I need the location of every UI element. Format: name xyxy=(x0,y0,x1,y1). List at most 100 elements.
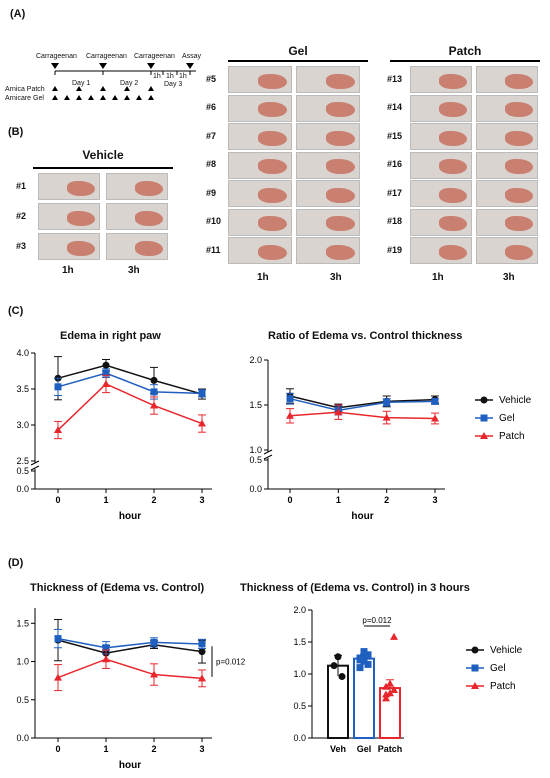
marker-gel xyxy=(198,389,206,397)
p-value-label: p=0.012 xyxy=(362,616,392,625)
paw-image xyxy=(438,187,467,203)
marker-gel xyxy=(360,657,368,665)
axis-break xyxy=(263,454,273,460)
gel-photo-7-1h xyxy=(228,123,292,150)
marker-patch xyxy=(480,432,488,439)
vehicle-id-2: #2 xyxy=(16,210,27,221)
marker-gel xyxy=(383,398,391,406)
paw-image xyxy=(257,73,287,89)
paw-image xyxy=(438,130,467,146)
y-tick-label: 0.0 xyxy=(16,484,29,494)
patch-photo-17-3h xyxy=(476,180,538,207)
gel-photo-6-3h xyxy=(296,94,360,122)
marker-patch xyxy=(198,419,206,427)
series-line-gel xyxy=(57,372,203,395)
patch-photo-16-3h xyxy=(476,151,538,179)
patch-id-13: #13 xyxy=(387,73,403,84)
paw-image xyxy=(504,187,533,203)
marker-patch xyxy=(102,655,110,663)
gel-id-10: #10 xyxy=(206,216,222,226)
patch-photo-19-3h xyxy=(476,237,538,264)
timeline-day-2: Day 2 xyxy=(120,80,139,87)
chart-d2-title: Thickness of (Edema vs. Control) in 3 ho… xyxy=(240,582,470,594)
marker-vehicle xyxy=(102,361,110,369)
timeline-event-4: Assay xyxy=(182,53,202,60)
legend-label-vehicle: Vehicle xyxy=(490,645,523,656)
paw-image xyxy=(325,216,355,232)
gel-photo-5-3h xyxy=(296,66,360,93)
y-tick-label: 2.5 xyxy=(16,456,29,466)
marker-patch xyxy=(198,674,206,682)
paw-image xyxy=(134,180,163,196)
patch-id-15: #15 xyxy=(387,130,403,141)
gel-title-rule xyxy=(228,60,368,62)
marker-patch xyxy=(382,682,390,690)
chart-thickness-3h: 0.0 0.5 1.0 1.5 2.0 Veh Gel Patch p=0.012 Vehicle… xyxy=(293,605,523,754)
paw-image xyxy=(504,102,533,118)
gel-photo-8-3h xyxy=(296,151,360,179)
paw-image xyxy=(325,130,355,146)
chart-d1-title: Thickness of (Edema vs. Control) xyxy=(30,582,205,594)
x-tick-label: 2 xyxy=(384,495,389,505)
vehicle-id-3: #3 xyxy=(16,240,27,251)
series-line-vehicle xyxy=(289,395,436,409)
x-tick-label: 2 xyxy=(151,495,156,505)
patch-title: Patch xyxy=(448,44,482,58)
y-tick-label: 1.0 xyxy=(16,657,29,667)
paw-image xyxy=(257,159,287,175)
gel-photo-10-1h xyxy=(228,208,292,236)
y-tick-label: 1.5 xyxy=(249,400,262,410)
chart-edema-right-paw: 0.0 0.52.5 3.0 3.5 4.0 0 1 2 3 hour xyxy=(16,348,212,522)
x-tick-label: 0 xyxy=(287,495,292,505)
x-tick-label-patch: Patch xyxy=(378,744,403,754)
gel-id-5: #5 xyxy=(206,73,217,84)
series-line-patch xyxy=(57,383,203,431)
series-line-vehicle xyxy=(57,639,203,654)
y-tick-label: 0.0 xyxy=(249,484,262,494)
gel-col-3h: 3h xyxy=(330,272,342,283)
patch-id-17: #17 xyxy=(387,187,403,198)
paw-image xyxy=(438,244,467,260)
vehicle-photo-2-3h xyxy=(106,203,168,230)
y-tick-label: 0.5 xyxy=(293,701,306,711)
marker-gel xyxy=(150,638,158,646)
paw-image xyxy=(438,216,467,232)
paw-image xyxy=(257,244,287,260)
x-tick-label: 2 xyxy=(151,744,156,754)
vehicle-photo-1-1h xyxy=(38,173,100,200)
paw-image xyxy=(66,240,95,256)
x-tick-label: 0 xyxy=(55,495,60,505)
paw-image xyxy=(325,244,355,260)
y-tick-label: 2.0 xyxy=(293,605,306,615)
timeline-event-1: Carrageenan xyxy=(36,53,77,60)
series-line-gel xyxy=(57,637,203,649)
y-tick-label: 1.0 xyxy=(293,669,306,679)
marker-patch xyxy=(390,632,398,640)
marker-gel xyxy=(356,664,364,672)
x-tick-label: 3 xyxy=(432,495,437,505)
y-tick-label: 4.0 xyxy=(16,348,29,358)
marker-gel xyxy=(360,648,368,656)
timeline-event-2: Carrageenan xyxy=(86,53,127,60)
marker-gel xyxy=(286,395,294,403)
legend-label-gel: Gel xyxy=(490,663,506,674)
paw-image xyxy=(134,210,163,226)
y-tick-label: 3.5 xyxy=(16,384,29,394)
vehicle-id-1: #1 xyxy=(16,180,27,191)
x-tick-label: 3 xyxy=(199,495,204,505)
marker-vehicle xyxy=(330,662,338,670)
x-tick-label: 1 xyxy=(103,744,108,754)
marker-patch xyxy=(431,414,439,422)
patch-photo-14-1h xyxy=(410,94,472,122)
series-line-gel xyxy=(289,397,436,412)
timeline-hour-3: 1h xyxy=(179,73,187,80)
paw-image xyxy=(438,102,467,118)
timeline-diagram xyxy=(51,63,196,100)
series-line-patch xyxy=(289,411,436,420)
timeline-hour-2: 1h xyxy=(166,73,174,80)
timeline-row-gel: Arnicare Gel xyxy=(5,95,44,102)
y-tick-label: 1.5 xyxy=(16,618,29,628)
paw-image xyxy=(504,73,533,89)
marker-vehicle xyxy=(471,646,479,654)
timeline-day-3: Day 3 xyxy=(164,81,183,88)
